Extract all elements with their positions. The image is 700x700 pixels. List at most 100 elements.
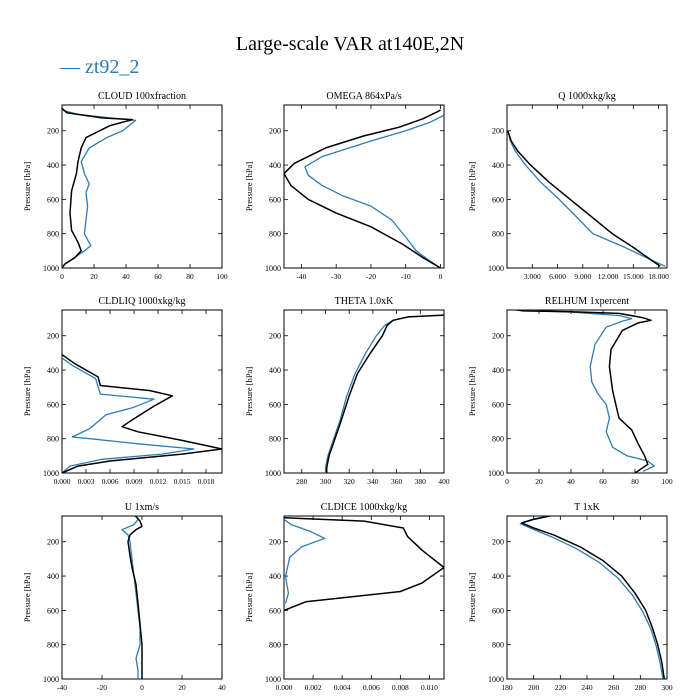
y-tick-label: 400: [47, 366, 59, 375]
y-tick-label: 800: [47, 435, 59, 444]
x-tick-label: 40: [567, 477, 575, 486]
x-tick-label: 18.000: [648, 272, 669, 281]
y-tick-label: 800: [47, 230, 59, 239]
panel-title: U 1xm/s: [125, 502, 159, 513]
panel-5: THETA 1.0xK Pressure [hPa] 200 400 600 800 100…: [244, 296, 450, 486]
x-tick-label: 100: [216, 272, 228, 281]
y-tick-label: 1000: [265, 675, 281, 684]
y-tick-label: 800: [269, 641, 281, 650]
x-tick-label: 0.000: [54, 477, 71, 486]
panel-title: T 1xK: [574, 502, 600, 513]
x-tick-label: 0: [140, 683, 144, 692]
y-tick-label: 600: [47, 400, 59, 409]
x-tick-label: 15.000: [623, 272, 644, 281]
y-tick-label: 200: [492, 127, 504, 136]
y-tick-label: 600: [269, 606, 281, 615]
panel-title: THETA 1.0xK: [335, 296, 394, 307]
x-tick-label: 3.000: [524, 272, 541, 281]
x-tick-label: 240: [581, 683, 593, 692]
y-tick-label: 600: [47, 606, 59, 615]
y-tick-label: 1000: [43, 469, 59, 478]
reference-line: [507, 130, 661, 267]
reference-line: [127, 516, 143, 679]
y-tick-label: 400: [47, 572, 59, 581]
y-tick-label: 800: [492, 641, 504, 650]
legend-label: zt92_2: [85, 56, 140, 78]
x-tick-label: -10: [401, 272, 411, 281]
x-tick-label: 0: [505, 477, 509, 486]
y-tick-label: 1000: [488, 469, 504, 478]
y-tick-label: 1000: [43, 264, 59, 273]
y-tick-label: 400: [47, 161, 59, 170]
y-axis-label: Pressure [hPa]: [22, 162, 32, 212]
x-tick-label: 0.000: [276, 683, 293, 692]
panel-title: CLOUD 100xfraction: [98, 91, 186, 102]
y-tick-label: 400: [269, 366, 281, 375]
panel-title: RELHUM 1xpercent: [545, 296, 629, 307]
reference-line: [62, 353, 222, 473]
x-tick-label: 20: [535, 477, 543, 486]
x-tick-label: 0.008: [392, 683, 409, 692]
reference-line: [520, 516, 666, 679]
y-tick-label: 200: [47, 538, 59, 547]
y-tick-label: 800: [492, 435, 504, 444]
x-tick-label: 180: [501, 683, 513, 692]
y-axis-label: Pressure [hPa]: [22, 573, 32, 623]
y-tick-label: 400: [269, 572, 281, 581]
model-line: [507, 130, 666, 267]
x-tick-label: 300: [320, 477, 332, 486]
x-tick-label: -40: [296, 272, 306, 281]
x-tick-label: 0.009: [126, 477, 143, 486]
y-axis-label: Pressure [hPa]: [244, 573, 254, 623]
y-tick-label: 1000: [265, 469, 281, 478]
x-tick-label: 80: [631, 477, 639, 486]
y-tick-label: 1000: [488, 675, 504, 684]
x-tick-label: 40: [122, 272, 130, 281]
x-tick-label: 0.006: [102, 477, 119, 486]
y-tick-label: 400: [492, 366, 504, 375]
x-tick-label: 60: [599, 477, 607, 486]
y-tick-label: 200: [47, 127, 59, 136]
y-axis-label: Pressure [hPa]: [244, 162, 254, 212]
x-tick-label: 340: [367, 477, 379, 486]
x-tick-label: 0.002: [305, 683, 322, 692]
y-tick-label: 800: [269, 435, 281, 444]
y-tick-label: 600: [47, 195, 59, 204]
x-tick-label: 80: [186, 272, 194, 281]
panel-title: CLDICE 1000xkg/kg: [321, 502, 407, 513]
x-tick-label: 320: [344, 477, 356, 486]
y-tick-label: 400: [492, 572, 504, 581]
panel-frame: [506, 104, 668, 269]
x-tick-label: 0.003: [78, 477, 95, 486]
panel-frame: [283, 309, 445, 474]
panel-frame: [506, 309, 668, 474]
x-tick-label: -30: [331, 272, 341, 281]
x-tick-label: 20: [90, 272, 98, 281]
panel-title: OMEGA 864xPa/s: [326, 91, 401, 102]
x-tick-label: 380: [415, 477, 427, 486]
panel-3: Q 1000xkg/kg Pressure [hPa] 200 400 600 800 10…: [467, 91, 669, 281]
x-tick-label: 200: [528, 683, 540, 692]
y-tick-label: 400: [269, 161, 281, 170]
x-tick-label: 360: [391, 477, 403, 486]
panel-2: OMEGA 864xPa/s Pressure [hPa] 200 400 600 800…: [244, 91, 445, 281]
y-tick-label: 400: [492, 161, 504, 170]
y-tick-label: 200: [269, 538, 281, 547]
y-tick-label: 200: [47, 332, 59, 341]
y-axis-label: Pressure [hPa]: [467, 367, 477, 417]
y-axis-label: Pressure [hPa]: [244, 367, 254, 417]
x-tick-label: 300: [661, 683, 673, 692]
y-tick-label: 200: [492, 332, 504, 341]
y-tick-label: 600: [269, 195, 281, 204]
y-axis-label: Pressure [hPa]: [467, 573, 477, 623]
x-tick-label: 0: [439, 272, 443, 281]
x-tick-label: 0.010: [421, 683, 438, 692]
model-line: [324, 319, 394, 473]
y-tick-label: 1000: [265, 264, 281, 273]
panel-8: CLDICE 1000xkg/kg Pressure [hPa] 200 400 600…: [244, 502, 445, 692]
y-tick-label: 600: [269, 400, 281, 409]
x-tick-label: 280: [635, 683, 647, 692]
y-tick-label: 200: [492, 538, 504, 547]
